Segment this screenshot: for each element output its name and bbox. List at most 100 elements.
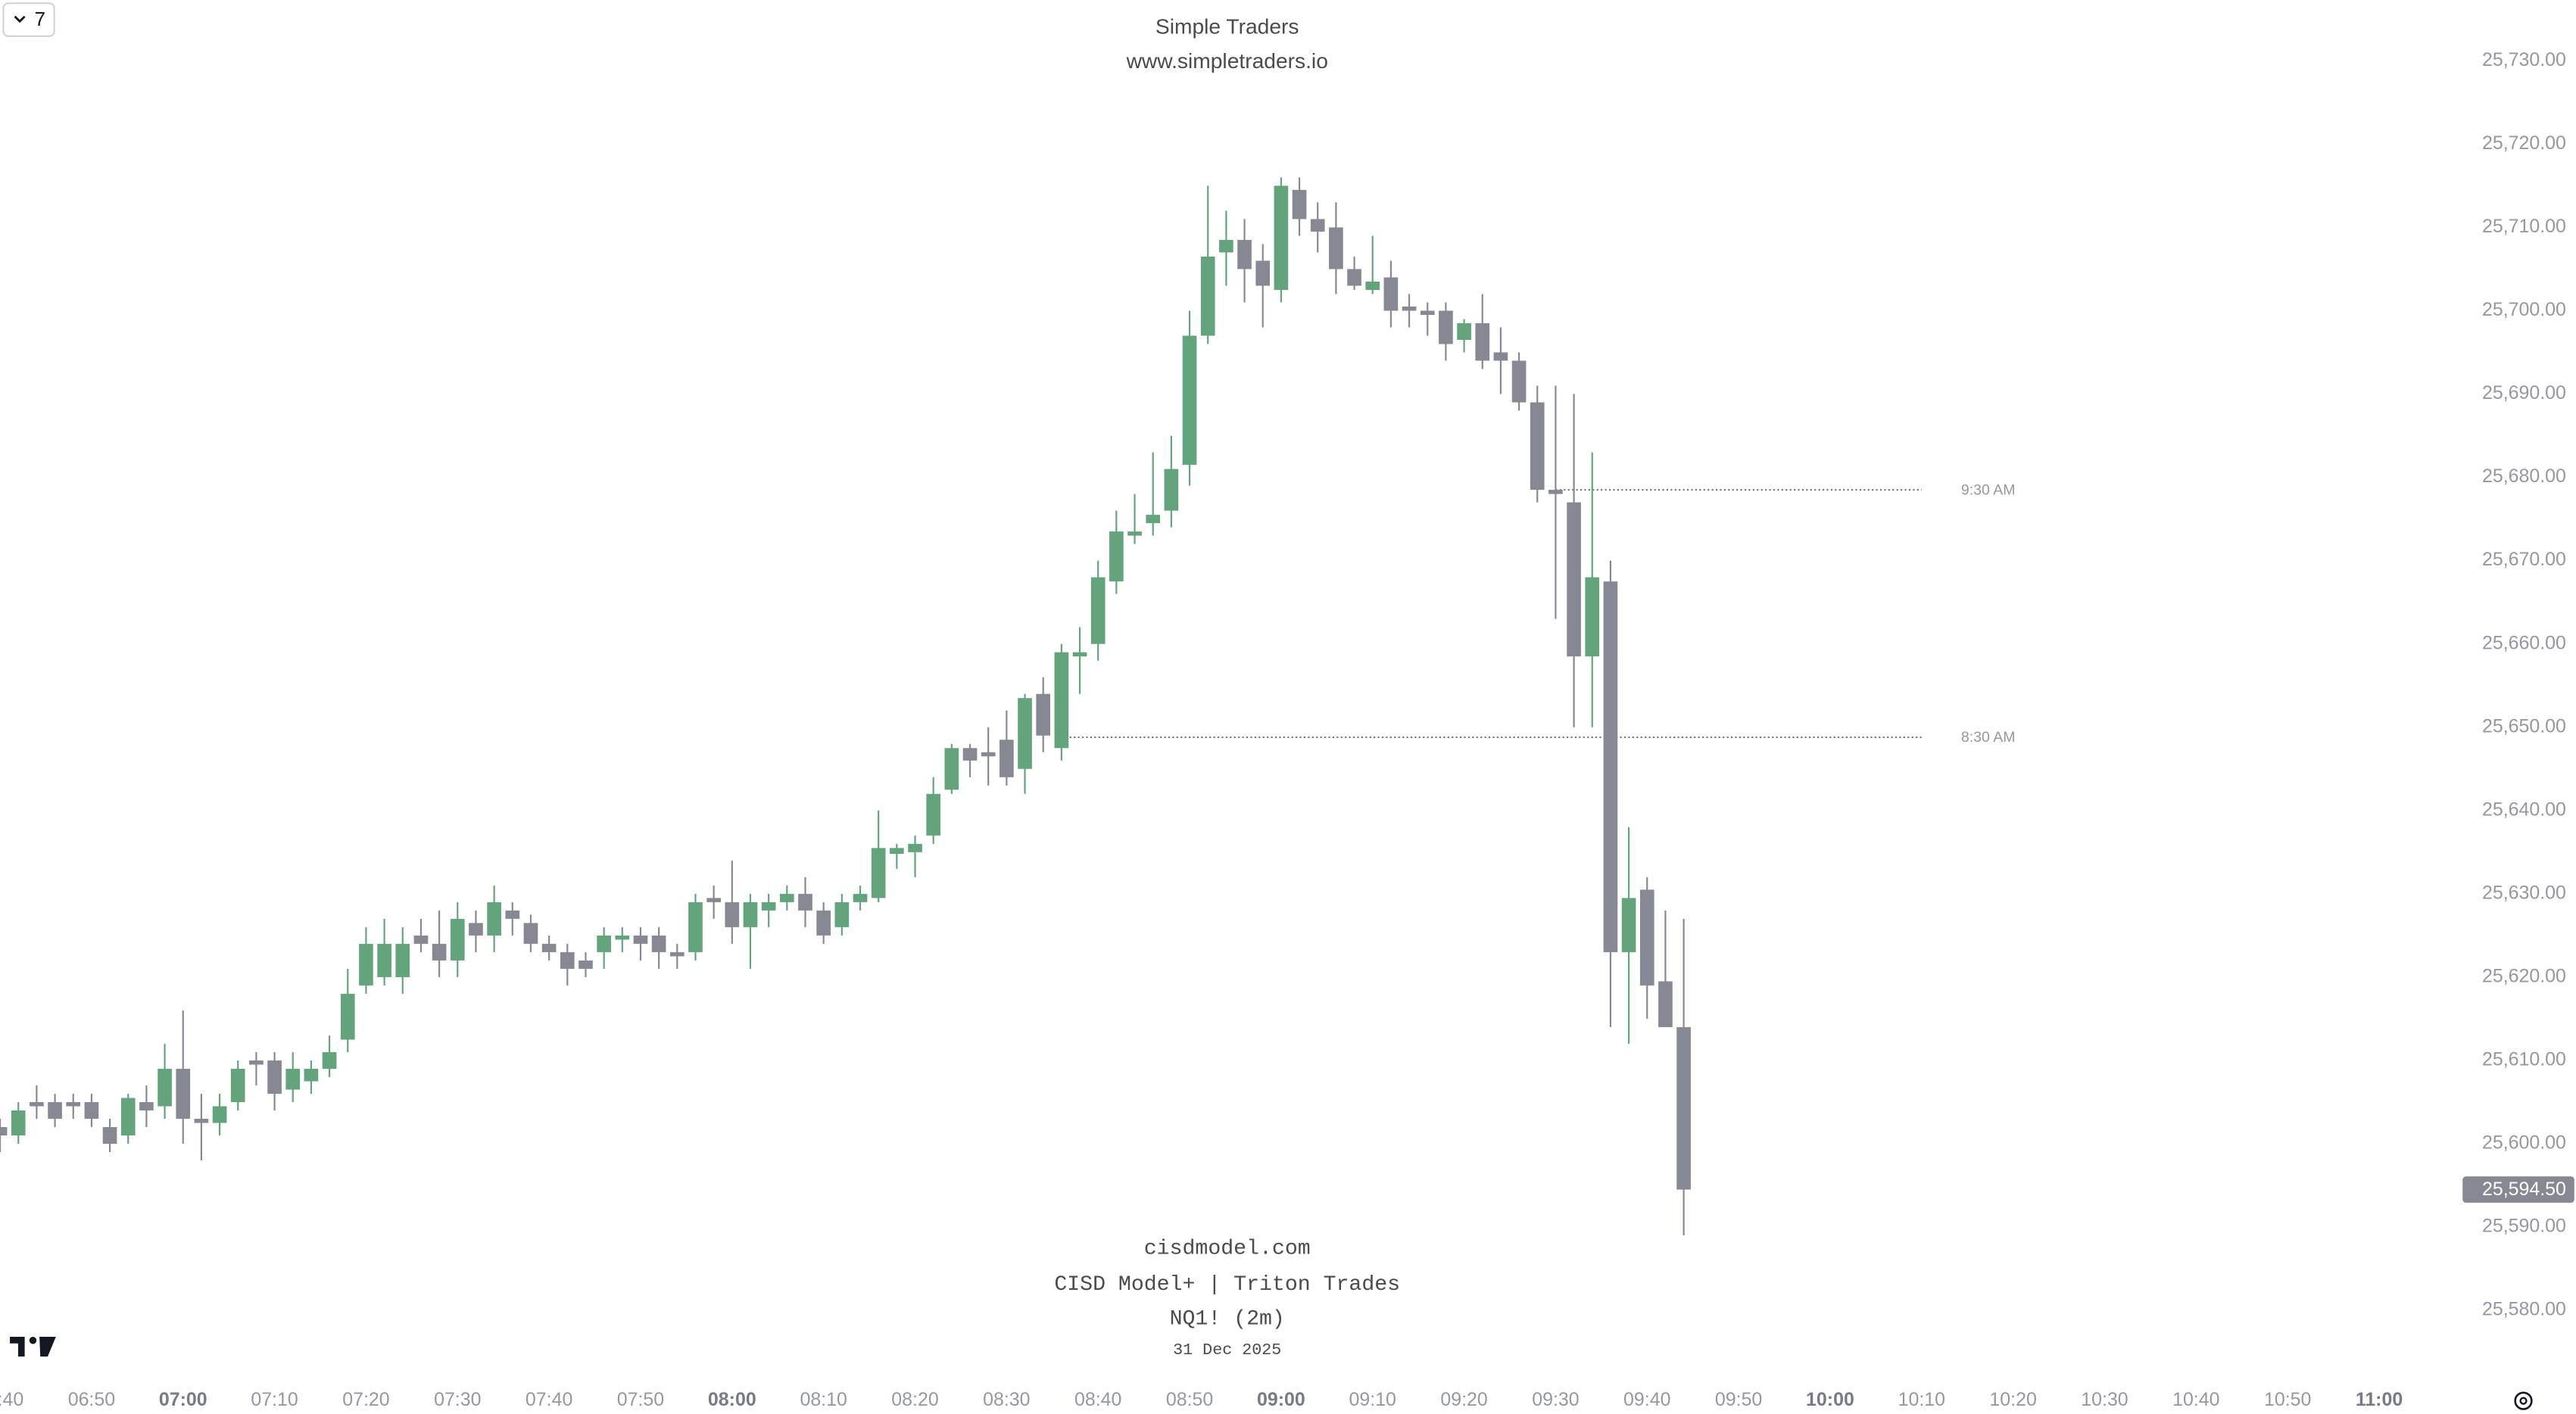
candle: [798, 877, 812, 927]
candle-body: [1585, 577, 1600, 657]
candle: [230, 1060, 245, 1110]
x-tick-label: 09:20: [1440, 1389, 1487, 1410]
y-tick-label: 25,590.00: [2482, 1216, 2566, 1237]
candle-body: [1255, 260, 1271, 286]
x-tick-label: 10:10: [1898, 1389, 1945, 1410]
badge-frame[interactable]: [2, 2, 55, 37]
candle: [725, 860, 740, 944]
candle: [651, 927, 666, 969]
candle-body: [1530, 402, 1545, 491]
candle-body: [469, 923, 483, 936]
candle: [340, 968, 355, 1052]
candle-body: [541, 943, 557, 952]
tradingview-logo[interactable]: [10, 1337, 56, 1357]
watermark-line: cisdmodel.com: [1144, 1237, 1311, 1260]
candle: [1585, 452, 1600, 727]
candle-body: [249, 1060, 264, 1065]
candle: [0, 1118, 8, 1153]
candle: [944, 743, 959, 794]
watermark-line: CISD Model+ | Triton Trades: [1054, 1273, 1400, 1297]
y-tick-label: 25,700.00: [2482, 299, 2566, 320]
gear-hub[interactable]: [2519, 1397, 2528, 1405]
candle: [1383, 260, 1399, 328]
candle: [505, 902, 520, 936]
x-tick-label: 09:30: [1532, 1389, 1579, 1410]
candle: [1511, 352, 1527, 411]
candle-body: [1182, 335, 1197, 466]
candle-body: [871, 848, 886, 899]
candle: [84, 1093, 99, 1127]
x-tick-label: 06:50: [68, 1389, 115, 1410]
candle: [157, 1043, 172, 1119]
candle: [413, 918, 429, 952]
candle-body: [1274, 185, 1289, 290]
y-tick-label: 25,600.00: [2482, 1132, 2566, 1154]
logo-mark[interactable]: [10, 1337, 56, 1357]
candle: [267, 1051, 282, 1110]
candle: [469, 910, 483, 952]
candle: [432, 910, 447, 977]
candle: [1475, 294, 1490, 369]
x-tick-label: 07:00: [159, 1389, 207, 1410]
candle-body: [725, 902, 740, 927]
candle-body: [30, 1101, 44, 1107]
candle-body: [450, 918, 465, 961]
candle: [834, 893, 850, 936]
candle-body: [1237, 239, 1252, 269]
candle: [1530, 385, 1545, 503]
candle: [1000, 710, 1014, 786]
candle-body: [651, 935, 666, 952]
candle: [1054, 643, 1069, 761]
candle-body: [1146, 515, 1161, 524]
x-tick-label: 10:00: [1806, 1389, 1854, 1410]
candle: [304, 1060, 319, 1094]
candle: [1639, 877, 1654, 1019]
candle: [102, 1118, 117, 1153]
chevron-icon[interactable]: [14, 15, 26, 23]
candle-body: [926, 793, 941, 836]
candle: [11, 1101, 26, 1144]
candle: [615, 927, 630, 952]
candle-body: [816, 910, 831, 936]
candle-body: [304, 1068, 319, 1082]
candle-body: [633, 935, 648, 944]
candle-body: [48, 1101, 62, 1119]
interval-badge[interactable]: 7: [2, 2, 55, 37]
candle: [890, 843, 904, 869]
candle: [962, 743, 978, 777]
candle-body: [523, 923, 538, 944]
candle-body: [1090, 577, 1106, 644]
candle-body: [176, 1068, 191, 1119]
candle-body: [1548, 490, 1563, 494]
candle-body: [1000, 740, 1014, 777]
candle-body: [944, 748, 959, 790]
candle: [1146, 452, 1161, 536]
candle-body: [432, 943, 447, 961]
candle: [1347, 256, 1361, 290]
candle-body: [157, 1068, 172, 1107]
chart-date: 31 Dec 2025: [1173, 1341, 1281, 1359]
candle: [1200, 185, 1215, 344]
candle-body: [1329, 227, 1343, 269]
candle-body: [1200, 256, 1215, 336]
candle-body: [1109, 531, 1124, 582]
settings-icon[interactable]: [2514, 1391, 2533, 1410]
candle-body: [1310, 219, 1325, 232]
candle: [1548, 385, 1563, 619]
candle: [761, 893, 776, 927]
candle-body: [1347, 269, 1361, 286]
candle: [633, 927, 648, 961]
y-tick-label: 25,610.00: [2482, 1049, 2566, 1070]
x-tick-label: 08:50: [1166, 1389, 1213, 1410]
gear-ring[interactable]: [2514, 1391, 2533, 1410]
candle: [560, 943, 575, 986]
candle: [395, 927, 410, 994]
candle: [285, 1051, 301, 1102]
candle: [377, 918, 391, 986]
candle-body: [834, 902, 850, 927]
candle: [249, 1051, 264, 1085]
last-price-label: 25,594.50: [2482, 1179, 2566, 1200]
x-tick-label: 10:20: [1989, 1389, 2036, 1410]
badge-text[interactable]: 7: [35, 8, 45, 30]
